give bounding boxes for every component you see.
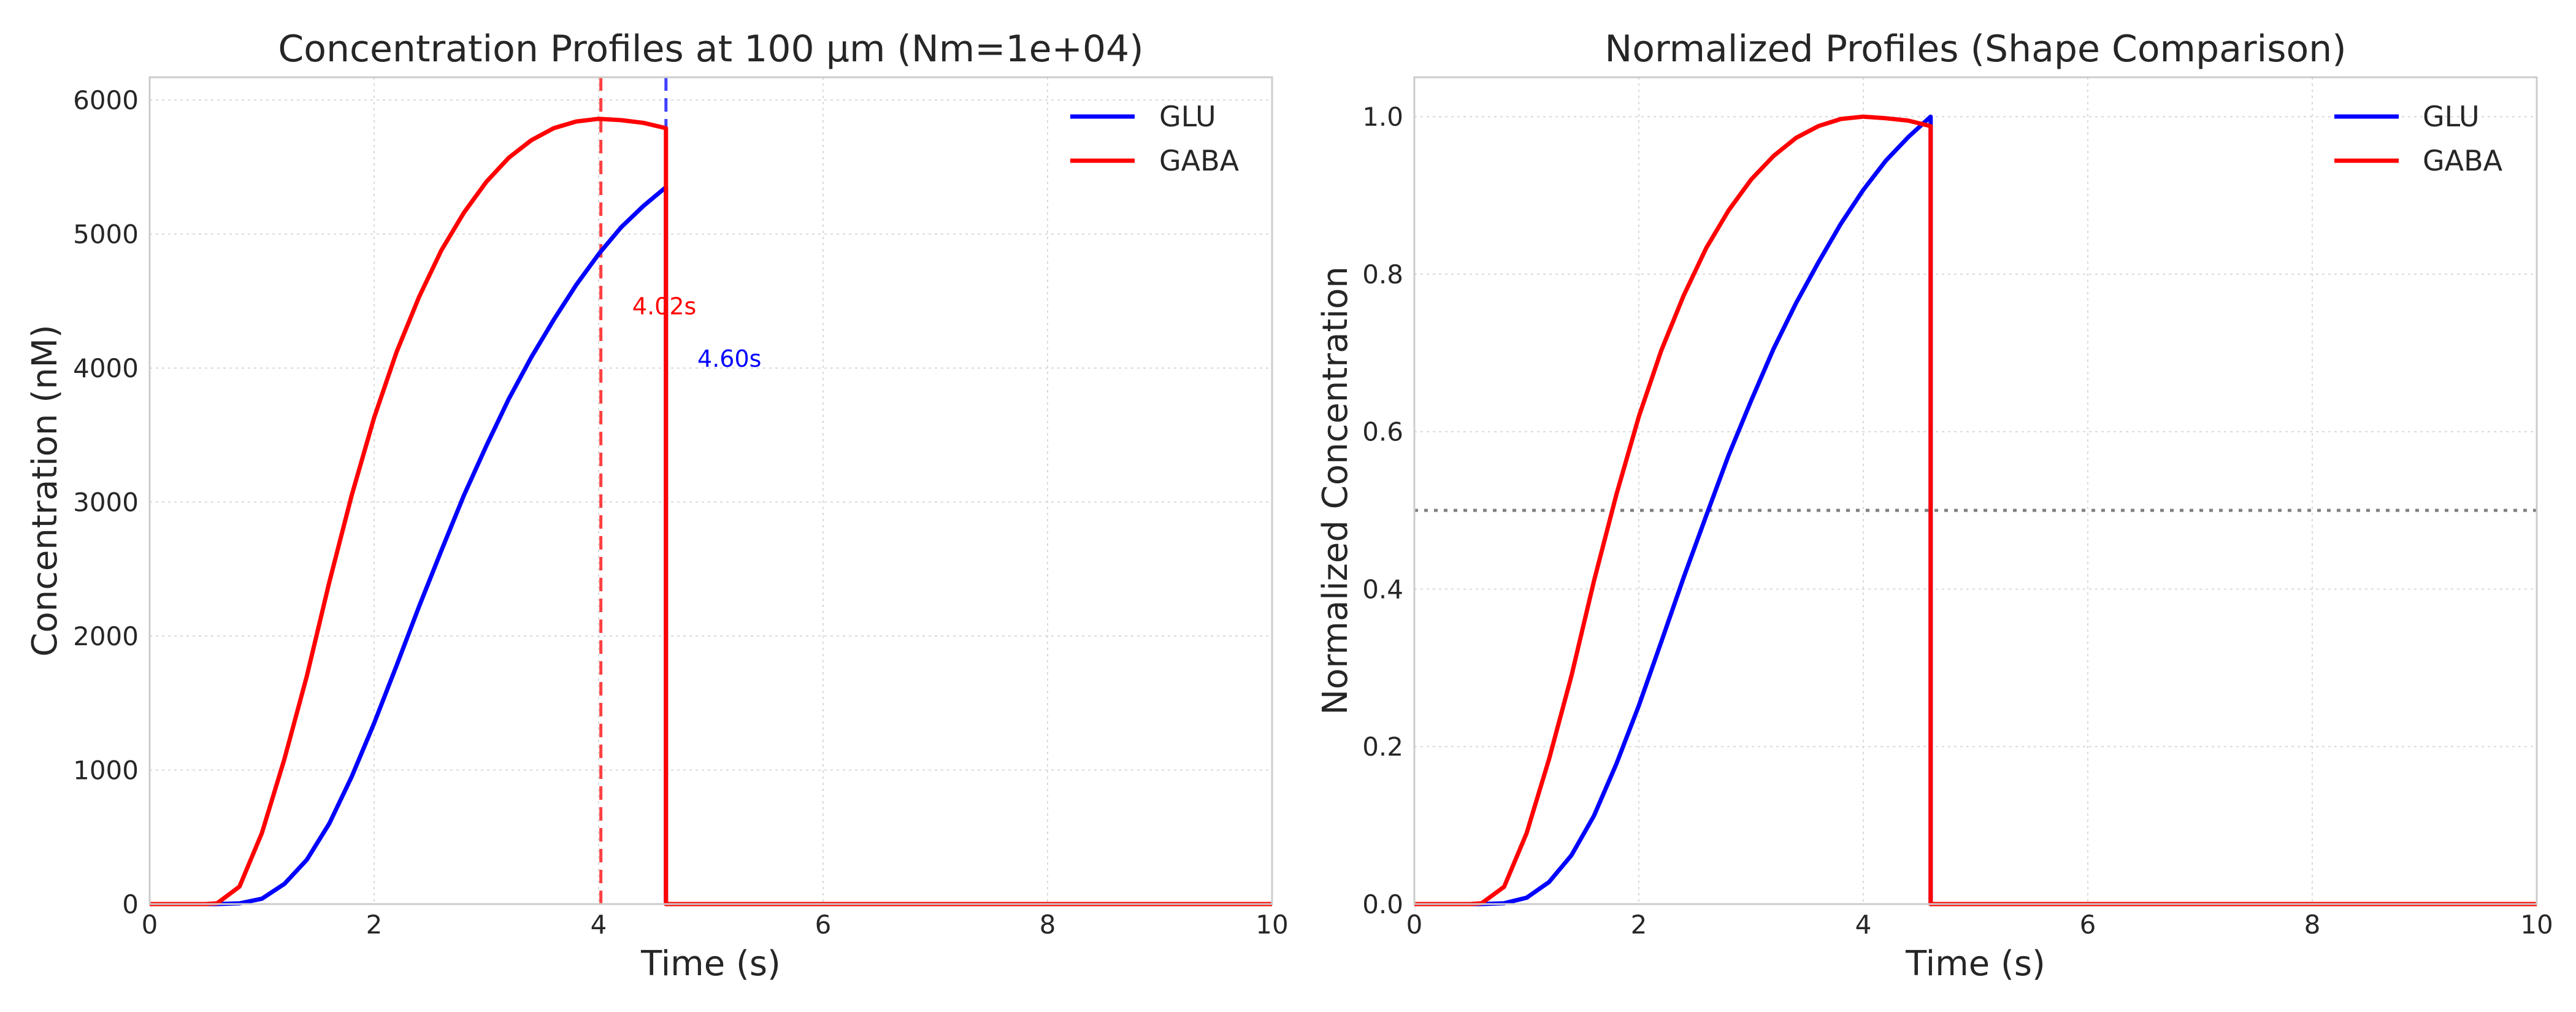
y-axis-label: Concentration (nM) — [25, 324, 65, 656]
normalized-profiles-panel: 0 2 4 6 8 10 0.0 0.2 0.4 0.6 0.8 1.0 Normalized Pro… — [1316, 28, 2553, 984]
chart-title: Concentration Profiles at 100 μm (Nm=1e+… — [278, 28, 1143, 71]
x-tick-label: 8 — [1040, 910, 1056, 940]
peak-time-annotation: 4.60s — [697, 345, 761, 372]
plot-area — [1414, 77, 2537, 904]
legend-label-glu: GLU — [1159, 100, 1216, 133]
legend: GLU GABA — [2334, 100, 2503, 177]
y-tick-label: 3000 — [73, 488, 139, 518]
plot-area — [150, 77, 1272, 904]
chart-title: Normalized Profiles (Shape Comparison) — [1604, 28, 2346, 71]
y-tick-label: 0.2 — [1362, 732, 1403, 762]
x-axis-label: Time (s) — [640, 944, 781, 984]
series — [150, 117, 1272, 907]
y-tick-label: 0.6 — [1362, 417, 1403, 447]
series-line-gaba — [150, 117, 1272, 907]
legend-label-gaba: GABA — [1159, 144, 1240, 177]
y-tick-label: 4000 — [73, 353, 139, 383]
series-line-glu — [150, 185, 1272, 907]
series-line-gaba — [1414, 114, 2537, 907]
legend-label-glu: GLU — [2423, 100, 2480, 133]
concentration-profiles-panel: 0 2 4 6 8 10 0 1000 2000 3000 4000 5000 6000 4.02s4.… — [25, 28, 1289, 984]
legend-label-gaba: GABA — [2423, 144, 2503, 177]
y-tick-label: 0 — [122, 889, 139, 919]
x-tick-label: 10 — [2520, 910, 2553, 940]
y-tick-label: 1000 — [73, 756, 139, 786]
y-tick-label: 5000 — [73, 220, 139, 250]
axes-frame — [148, 76, 1273, 905]
y-tick-label: 1.0 — [1362, 102, 1403, 132]
x-tick-label: 6 — [815, 910, 832, 940]
x-tick-label: 10 — [1255, 910, 1288, 940]
x-tick-label: 0 — [1406, 910, 1423, 940]
y-tick-label: 2000 — [73, 621, 139, 651]
y-tick-label: 0.8 — [1362, 259, 1403, 289]
x-tick-label: 2 — [1631, 910, 1647, 940]
y-tick-label: 0.0 — [1362, 889, 1403, 919]
x-tick-label: 2 — [366, 910, 383, 940]
x-axis-label: Time (s) — [1905, 944, 2045, 984]
axes-frame — [1413, 76, 2538, 905]
series-line-glu — [1414, 114, 2537, 907]
y-tick-label: 6000 — [73, 85, 139, 115]
x-tick-label: 8 — [2304, 910, 2321, 940]
series — [1414, 114, 2537, 907]
legend: GLU GABA — [1070, 100, 1240, 177]
y-axis-label: Normalized Concentration — [1316, 266, 1355, 715]
x-tick-label: 4 — [1855, 910, 1872, 940]
x-tick-label: 0 — [142, 910, 158, 940]
ticks: 0 2 4 6 8 10 0.0 0.2 0.4 0.6 0.8 1.0 — [1362, 102, 2553, 940]
ticks: 0 2 4 6 8 10 0 1000 2000 3000 4000 5000 6000 — [73, 85, 1289, 940]
x-tick-label: 6 — [2080, 910, 2096, 940]
x-tick-label: 4 — [591, 910, 607, 940]
y-tick-label: 0.4 — [1362, 574, 1403, 604]
peak-time-annotation: 4.02s — [632, 293, 696, 320]
